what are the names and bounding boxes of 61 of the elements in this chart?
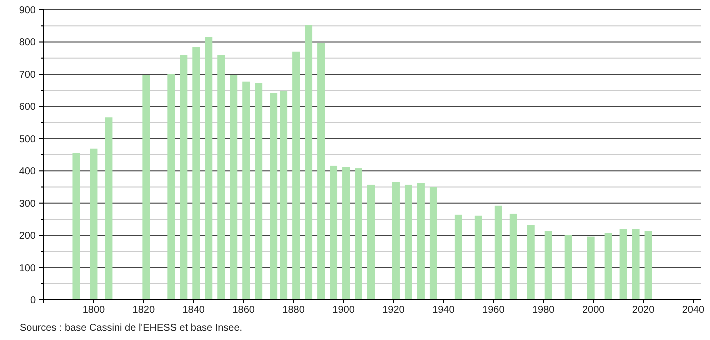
x-tick-label: 2040 [682, 305, 706, 316]
bar [417, 183, 425, 300]
x-tick-label: 1920 [382, 305, 406, 316]
bar [318, 43, 326, 300]
bar [292, 52, 300, 300]
bar [105, 118, 113, 300]
bar [280, 91, 288, 300]
bar [527, 225, 535, 300]
bar [604, 233, 612, 300]
x-tick-label: 2000 [582, 305, 606, 316]
bar [142, 75, 150, 300]
bar [620, 229, 628, 300]
bar [404, 184, 412, 300]
bar [454, 214, 462, 300]
x-tick-label: 1820 [132, 305, 156, 316]
y-tick-label: 500 [19, 134, 36, 146]
bar [90, 148, 98, 300]
y-tick-label: 700 [19, 70, 36, 81]
bar [218, 55, 226, 300]
bar [355, 168, 363, 300]
y-tick-label: 0 [30, 296, 36, 306]
bar [168, 74, 176, 300]
x-tick-label: 1860 [232, 305, 256, 316]
x-tick-label: 2020 [632, 305, 656, 316]
bar [230, 75, 238, 300]
x-tick-label: 1960 [482, 305, 506, 316]
bar [305, 25, 313, 300]
bar [587, 236, 595, 300]
bar [510, 214, 518, 300]
y-tick-label: 900 [19, 6, 36, 16]
bar [192, 47, 200, 300]
y-tick-label: 100 [19, 263, 36, 274]
x-tick-label: 1980 [532, 305, 556, 316]
bar [544, 231, 552, 300]
bar [255, 83, 263, 300]
bar [368, 184, 375, 300]
bar [430, 187, 438, 300]
y-tick-label: 300 [19, 198, 36, 210]
bar [564, 235, 572, 300]
y-tick-label: 200 [19, 231, 36, 242]
x-tick-label: 1940 [432, 305, 456, 316]
bar [270, 93, 278, 300]
bar [494, 206, 502, 300]
y-tick-label: 600 [19, 102, 36, 114]
bar [392, 182, 400, 300]
bar [342, 167, 350, 300]
bar [474, 216, 482, 300]
source-note: Sources : base Cassini de l'EHESS et base Insee. [20, 323, 243, 334]
bar [632, 229, 640, 300]
x-tick-label: 1840 [182, 305, 206, 316]
x-tick-label: 1800 [82, 305, 106, 316]
bar [72, 153, 80, 300]
bar [330, 166, 338, 300]
bar [644, 231, 652, 300]
y-tick-label: 400 [19, 166, 36, 178]
bar [205, 37, 213, 300]
x-tick-label: 1900 [332, 305, 356, 316]
y-tick-label: 800 [19, 38, 36, 49]
bar [180, 55, 188, 300]
bar [242, 82, 250, 300]
x-tick-label: 1880 [282, 305, 306, 316]
